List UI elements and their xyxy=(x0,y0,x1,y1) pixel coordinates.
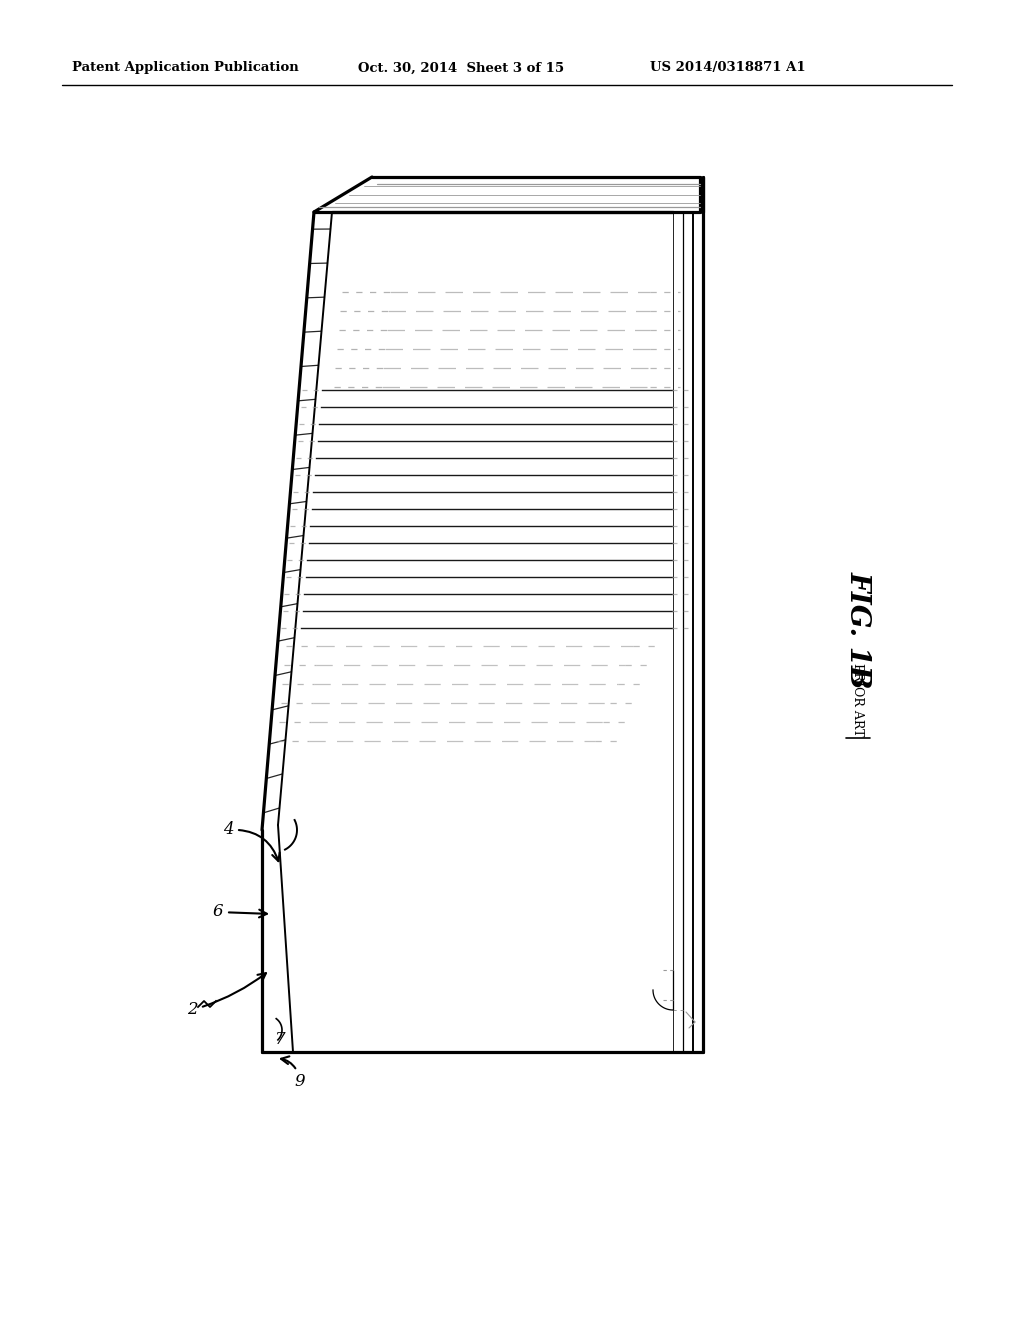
Text: Patent Application Publication: Patent Application Publication xyxy=(72,62,299,74)
Text: 2: 2 xyxy=(186,973,266,1019)
Text: PRIOR ART: PRIOR ART xyxy=(852,663,864,737)
Text: US 2014/0318871 A1: US 2014/0318871 A1 xyxy=(650,62,806,74)
Text: 7: 7 xyxy=(274,1031,286,1048)
Text: Oct. 30, 2014  Sheet 3 of 15: Oct. 30, 2014 Sheet 3 of 15 xyxy=(358,62,564,74)
Text: 4: 4 xyxy=(222,821,280,861)
Text: FIG. 1B: FIG. 1B xyxy=(845,572,871,689)
Text: 6: 6 xyxy=(213,903,267,920)
Text: 9: 9 xyxy=(281,1056,305,1090)
